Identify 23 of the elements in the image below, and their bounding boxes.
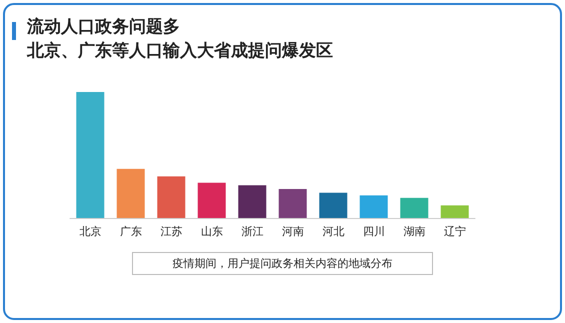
bar xyxy=(400,198,428,218)
bar xyxy=(440,205,469,218)
x-tick-label: 辽宁 xyxy=(444,225,466,238)
x-tick-label: 北京 xyxy=(79,225,102,238)
x-tick-label: 四川 xyxy=(362,225,385,238)
chart-title: 流动人口政务问题多 xyxy=(26,17,180,37)
x-tick-label: 广东 xyxy=(120,225,142,238)
bar xyxy=(238,185,266,218)
bar xyxy=(76,92,104,218)
x-tick-label: 浙江 xyxy=(241,225,264,238)
x-tick-label: 山东 xyxy=(200,225,223,238)
text: 疫情期间，用户提问政务相关内容的地域分布 xyxy=(172,257,392,270)
bar xyxy=(360,195,388,218)
x-tick-label: 河南 xyxy=(282,225,304,238)
bar xyxy=(198,182,226,218)
bar xyxy=(157,176,186,218)
x-tick-label: 江苏 xyxy=(160,225,182,238)
chart-subtitle: 北京、广东等人口输入大省成提问爆发区 xyxy=(26,41,333,61)
x-tick-label: 河北 xyxy=(322,225,344,238)
bar xyxy=(278,189,307,218)
bar xyxy=(116,168,145,218)
x-tick-label: 湖南 xyxy=(403,225,426,238)
bar xyxy=(319,192,348,218)
